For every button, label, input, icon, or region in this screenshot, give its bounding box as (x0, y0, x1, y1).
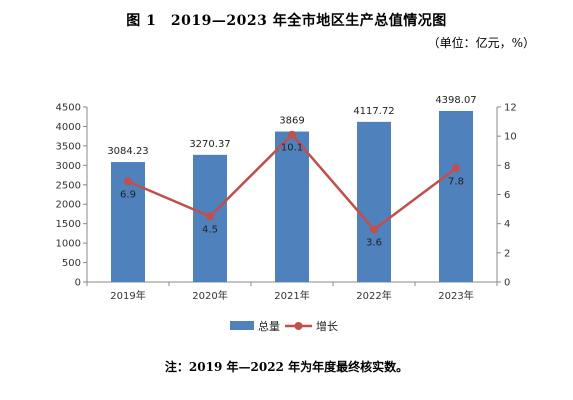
y-left-tick-label: 4000 (56, 122, 81, 133)
x-tick-label: 2023年 (438, 289, 473, 302)
line-value-label: 10.1 (281, 143, 303, 154)
y-right-tick-label: 8 (504, 161, 510, 172)
line-point (452, 164, 460, 173)
x-tick-label: 2021年 (274, 289, 309, 302)
y-left-tick-label: 500 (62, 258, 81, 269)
chart-title: 图 1 2019—2023 年全市地区生产总值情况图 (126, 13, 447, 29)
bar-value-label: 4117.72 (353, 106, 394, 117)
line-value-label: 7.8 (448, 176, 464, 187)
y-right-tick-label: 4 (504, 219, 510, 230)
line-value-label: 4.5 (202, 224, 218, 235)
line-value-label: 6.9 (120, 189, 136, 200)
legend: 总量 增长 (230, 319, 338, 333)
bar-series (111, 110, 473, 282)
legend-line-label: 增长 (316, 319, 338, 333)
bar-value-label: 3869 (279, 116, 304, 127)
unit-label: （单位：亿元，%） (427, 36, 535, 50)
data-labels: 3084.23 3270.37 3869 4117.72 4398.07 6.9 4.5 10… (107, 95, 476, 249)
bar (357, 121, 391, 282)
x-tick-label: 2019年 (110, 289, 145, 302)
y-left-tick-label: 4500 (56, 103, 81, 114)
bar (439, 110, 473, 282)
y-right-tick-label: 6 (504, 190, 510, 201)
line-value-label: 3.6 (366, 238, 382, 249)
line-point (370, 225, 378, 234)
y-left-tick-label: 1000 (56, 239, 81, 250)
bar-value-label: 4398.07 (435, 95, 476, 106)
y-left-tick-label: 2000 (56, 200, 81, 211)
y-left-tick-label: 3500 (56, 141, 81, 152)
bar-value-label: 3270.37 (189, 139, 230, 150)
legend-line-marker (294, 322, 303, 330)
bar-value-label: 3084.23 (107, 146, 148, 157)
y-right-tick-label: 12 (504, 103, 517, 114)
bar (275, 131, 309, 282)
legend-bar-swatch (230, 321, 254, 330)
y-left-tick-label: 1500 (56, 219, 81, 230)
y-right-tick-label: 0 (504, 278, 510, 289)
line-series (124, 130, 460, 234)
y-left-tick-label: 0 (75, 278, 81, 289)
footnote: 注：2019 年—2022 年为年度最终核实数。 (164, 360, 409, 374)
legend-bar-label: 总量 (258, 319, 280, 333)
y-right-tick-label: 2 (504, 248, 510, 259)
line-point (124, 177, 132, 186)
x-tick-label: 2022年 (356, 289, 391, 302)
y-left-tick-label: 2500 (56, 180, 81, 191)
axes: 0 500 1000 1500 2000 2500 3000 3500 4000 4500 0 2 4 6… (56, 103, 517, 303)
y-left-tick-label: 3000 (56, 161, 81, 172)
x-tick-label: 2020年 (192, 289, 227, 302)
line-point (206, 212, 214, 221)
line-point (288, 130, 296, 139)
y-right-tick-label: 10 (504, 132, 517, 143)
